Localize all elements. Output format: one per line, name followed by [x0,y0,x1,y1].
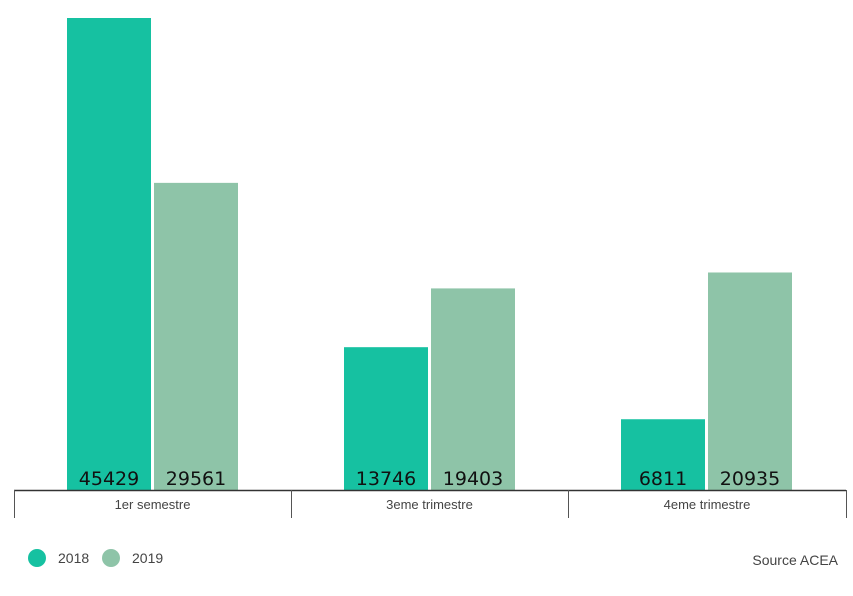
value-label-2019-1: 29561 [166,468,226,490]
bar-2018-2 [344,347,428,490]
value-label-2018-3: 6811 [639,468,687,490]
bar-2019-1 [154,182,238,490]
value-label-2018-2: 13746 [356,468,416,490]
bar-2019-2 [431,288,515,490]
value-labels-group: 45429 29561 13746 19403 6811 20935 [79,468,780,490]
category-labels-group: 1er semestre 3eme trimestre 4eme trimestre [115,497,751,512]
value-label-2019-3: 20935 [720,468,780,490]
legend-label-2018: 2018 [58,550,89,566]
legend-swatch-2019 [102,549,120,567]
legend-label-2019: 2019 [132,550,163,566]
bars-group [67,18,792,490]
source-note: Source ACEA [752,552,838,568]
bar-2019-3 [708,272,792,490]
value-label-2019-2: 19403 [443,468,503,490]
category-label-1: 1er semestre [115,497,191,512]
x-axis [14,489,847,518]
legend: 2018 2019 [28,549,163,567]
category-label-2: 3eme trimestre [386,497,473,512]
value-label-2018-1: 45429 [79,468,139,490]
bar-2018-3 [621,419,705,490]
category-label-3: 4eme trimestre [664,497,751,512]
bar-2018-1 [67,18,151,490]
legend-swatch-2018 [28,549,46,567]
